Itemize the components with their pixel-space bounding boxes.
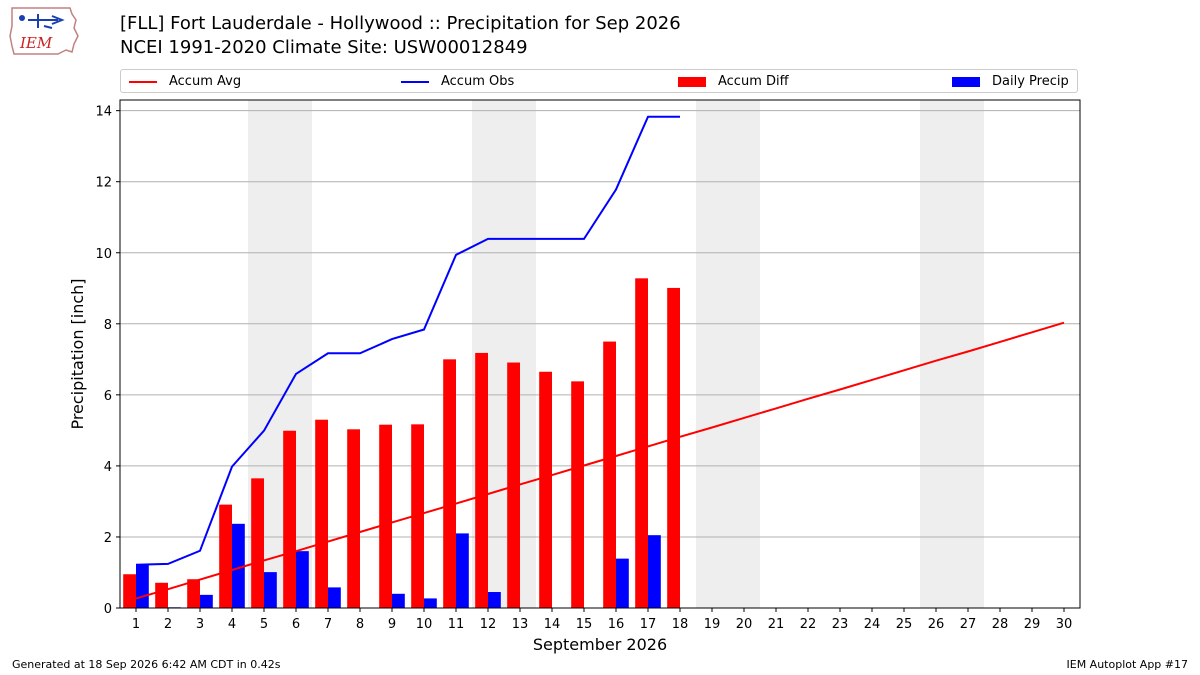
app-note: IEM Autoplot App #17 <box>1066 658 1189 671</box>
legend-label-accum-diff: Accum Diff <box>718 74 789 89</box>
x-tick-label: 14 <box>544 617 561 632</box>
y-tick-label: 10 <box>95 247 112 262</box>
weekend-shade-day-20 <box>728 100 760 608</box>
accum-diff-bar <box>155 582 168 608</box>
daily-precip-bar <box>200 594 213 608</box>
daily-precip-bar <box>296 551 309 608</box>
x-tick-label: 7 <box>324 617 332 632</box>
x-tick-label: 5 <box>260 617 268 632</box>
daily-precip-bar <box>136 564 149 608</box>
accum-diff-bar <box>539 371 552 608</box>
accum-diff-bar <box>667 287 680 608</box>
x-tick-label: 20 <box>736 617 753 632</box>
chart-title: [FLL] Fort Lauderdale - Hollywood :: Pre… <box>120 13 681 34</box>
accum-diff-bar <box>219 504 232 608</box>
daily-precip-bar <box>648 535 661 608</box>
x-tick-label: 12 <box>480 617 497 632</box>
accum-diff-bar <box>411 424 424 608</box>
y-tick-label: 2 <box>104 531 112 546</box>
generated-note: Generated at 18 Sep 2026 6:42 AM CDT in … <box>12 658 281 671</box>
x-tick-label: 4 <box>228 617 236 632</box>
daily-precip-bar <box>488 592 501 608</box>
accum-diff-bar <box>635 278 648 608</box>
y-tick-label: 8 <box>104 318 112 333</box>
x-tick-label: 24 <box>864 617 881 632</box>
lines <box>135 115 1065 600</box>
iowa-outline-icon <box>9 7 79 55</box>
x-tick-label: 27 <box>960 617 977 632</box>
accum-diff-bar <box>443 359 456 608</box>
logo-dot-icon <box>19 15 25 21</box>
x-tick-label: 15 <box>576 617 593 632</box>
x-tick-label: 23 <box>832 617 849 632</box>
legend-label-accum-obs: Accum Obs <box>441 74 515 89</box>
bars <box>123 278 693 608</box>
accum-avg-line <box>135 321 1065 600</box>
legend-swatch-accum-avg <box>129 81 157 83</box>
x-tick-label: 30 <box>1056 617 1073 632</box>
daily-precip-bar <box>264 572 277 608</box>
daily-precip-bar <box>616 558 629 608</box>
x-tick-label: 21 <box>768 617 785 632</box>
x-tick-label: 17 <box>640 617 657 632</box>
y-tick-label: 14 <box>95 105 112 120</box>
daily-precip-bar <box>456 533 469 608</box>
x-tick-label: 8 <box>356 617 364 632</box>
accum-diff-bar <box>251 478 264 608</box>
daily-precip-bar <box>232 523 245 608</box>
x-tick-label: 11 <box>448 617 465 632</box>
chart-legend: Accum Avg Accum Obs Accum Diff Daily Pre… <box>120 69 1078 93</box>
accum-diff-bar <box>603 341 616 608</box>
x-tick-label: 29 <box>1024 617 1041 632</box>
accum-obs-line <box>135 115 680 566</box>
accum-diff-bar <box>571 381 584 608</box>
x-tick-label: 9 <box>388 617 396 632</box>
accum-diff-bar <box>379 424 392 608</box>
accum-diff-bar <box>347 429 360 608</box>
y-axis-label: Precipitation [inch] <box>68 278 87 429</box>
x-tick-label: 18 <box>672 617 689 632</box>
x-tick-label: 3 <box>196 617 204 632</box>
x-tick-label: 2 <box>164 617 172 632</box>
accum-diff-bar <box>283 430 296 608</box>
legend-swatch-accum-obs <box>401 81 429 83</box>
daily-precip-bar <box>424 598 437 608</box>
daily-precip-bar <box>392 593 405 608</box>
accum-diff-bar <box>507 362 520 608</box>
accum-diff-bar <box>187 579 200 608</box>
x-tick-label: 22 <box>800 617 817 632</box>
x-tick-label: 19 <box>704 617 721 632</box>
wind-vane-icon <box>28 14 65 29</box>
y-tick-label: 4 <box>104 460 112 475</box>
x-tick-label: 16 <box>608 617 625 632</box>
x-tick-label: 1 <box>132 617 140 632</box>
x-tick-label: 25 <box>896 617 913 632</box>
iem-logo: IEM <box>9 7 79 55</box>
x-tick-label: 6 <box>292 617 300 632</box>
x-tick-label: 26 <box>928 617 945 632</box>
legend-swatch-daily-precip <box>952 77 980 87</box>
accum-diff-bar <box>315 419 328 608</box>
y-tick-label: 0 <box>104 602 112 617</box>
legend-label-daily-precip: Daily Precip <box>992 74 1069 89</box>
logo-text: IEM <box>19 34 53 52</box>
x-tick-label: 10 <box>416 617 433 632</box>
accum-diff-bar <box>123 574 136 608</box>
legend-swatch-accum-diff <box>678 77 706 87</box>
x-tick-label: 13 <box>512 617 529 632</box>
accum-diff-bar <box>475 352 488 608</box>
y-tick-label: 6 <box>104 389 112 404</box>
weekend-shade-day-19 <box>696 100 728 608</box>
chart-subtitle: NCEI 1991-2020 Climate Site: USW00012849 <box>120 37 528 58</box>
weekend-shade-day-26 <box>920 100 952 608</box>
daily-precip-bar <box>328 587 341 608</box>
y-tick-label: 12 <box>95 176 112 191</box>
plot-frame <box>119 99 1081 609</box>
legend-label-accum-avg: Accum Avg <box>169 74 242 89</box>
x-axis-label: September 2026 <box>533 635 667 654</box>
x-tick-label: 28 <box>992 617 1009 632</box>
